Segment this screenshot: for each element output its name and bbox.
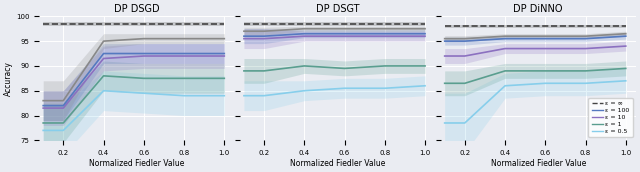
X-axis label: Normalized Fiedler Value: Normalized Fiedler Value [89, 159, 184, 168]
X-axis label: Normalized Fiedler Value: Normalized Fiedler Value [290, 159, 385, 168]
Title: DP DSGT: DP DSGT [316, 4, 359, 14]
X-axis label: Normalized Fiedler Value: Normalized Fiedler Value [490, 159, 586, 168]
Y-axis label: Accuracy: Accuracy [4, 61, 13, 96]
Title: DP DiNNO: DP DiNNO [513, 4, 563, 14]
Title: DP DSGD: DP DSGD [114, 4, 159, 14]
Legend: ε = ∞, ε = 100, ε = 10, ε = 1, ε = 0.5: ε = ∞, ε = 100, ε = 10, ε = 1, ε = 0.5 [588, 98, 633, 137]
